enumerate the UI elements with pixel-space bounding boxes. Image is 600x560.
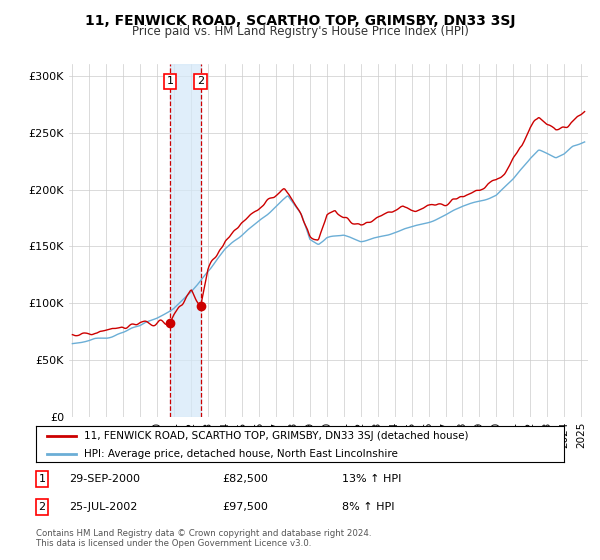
- Text: This data is licensed under the Open Government Licence v3.0.: This data is licensed under the Open Gov…: [36, 539, 311, 548]
- Text: 2: 2: [38, 502, 46, 512]
- Text: Contains HM Land Registry data © Crown copyright and database right 2024.: Contains HM Land Registry data © Crown c…: [36, 529, 371, 538]
- Text: HPI: Average price, detached house, North East Lincolnshire: HPI: Average price, detached house, Nort…: [83, 449, 397, 459]
- Text: 8% ↑ HPI: 8% ↑ HPI: [342, 502, 395, 512]
- Text: 1: 1: [38, 474, 46, 484]
- Text: £97,500: £97,500: [222, 502, 268, 512]
- Text: 25-JUL-2002: 25-JUL-2002: [69, 502, 137, 512]
- Bar: [170, 64, 200, 417]
- Text: 29-SEP-2000: 29-SEP-2000: [69, 474, 140, 484]
- Text: 1: 1: [166, 77, 173, 86]
- Text: 11, FENWICK ROAD, SCARTHO TOP, GRIMSBY, DN33 3SJ (detached house): 11, FENWICK ROAD, SCARTHO TOP, GRIMSBY, …: [83, 431, 468, 441]
- Text: 2: 2: [197, 77, 204, 86]
- Text: 11, FENWICK ROAD, SCARTHO TOP, GRIMSBY, DN33 3SJ: 11, FENWICK ROAD, SCARTHO TOP, GRIMSBY, …: [85, 14, 515, 28]
- Text: £82,500: £82,500: [222, 474, 268, 484]
- Text: Price paid vs. HM Land Registry's House Price Index (HPI): Price paid vs. HM Land Registry's House …: [131, 25, 469, 38]
- Text: 13% ↑ HPI: 13% ↑ HPI: [342, 474, 401, 484]
